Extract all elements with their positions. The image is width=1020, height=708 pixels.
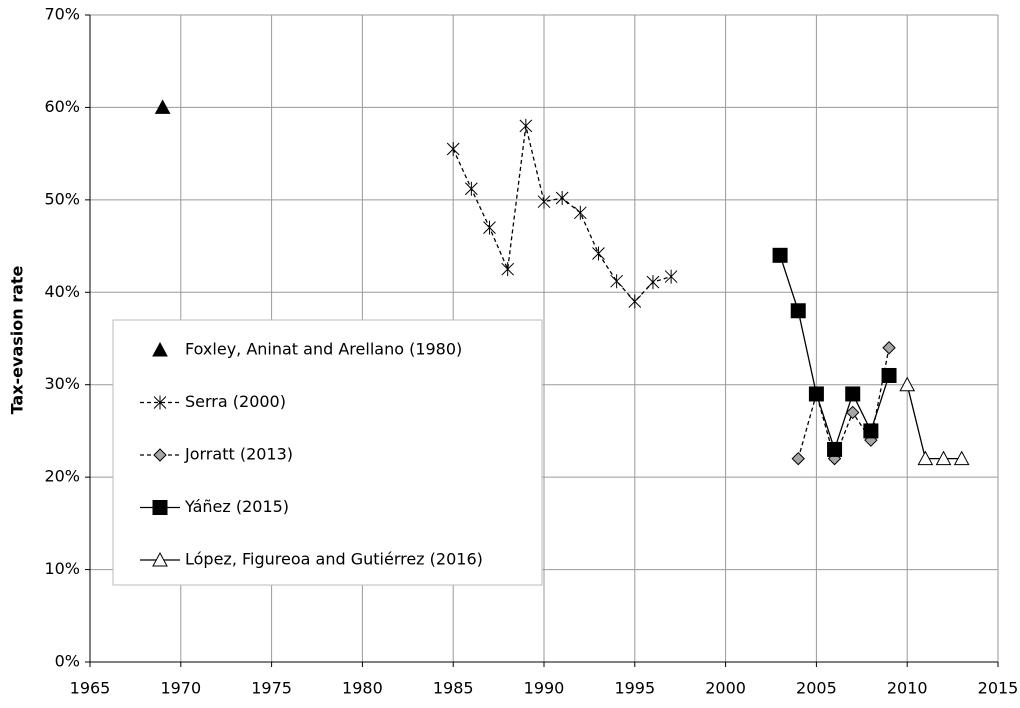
x-tick-label: 2010 [887,679,928,698]
y-axis-label: Tax-evasion rate [8,265,27,414]
legend-marker [152,341,168,357]
y-tick-label: 0% [55,652,80,671]
marker [772,247,788,263]
legend-label: López, Figureoa and Gutiérrez (2016) [185,550,483,569]
x-tick-label: 1970 [160,679,201,698]
marker [808,386,824,402]
marker [555,191,569,206]
legend-marker [153,448,167,462]
legend-marker [152,551,168,567]
legend-label: Serra (2000) [185,392,286,411]
marker [791,451,805,466]
legend-marker [153,395,167,410]
x-tick-label: 2005 [796,679,837,698]
marker [827,441,843,457]
marker [917,450,934,466]
x-tick-label: 2000 [705,679,746,698]
marker [628,294,642,309]
x-tick-label: 1985 [433,679,474,698]
x-tick-label: 1975 [251,679,292,698]
marker [790,303,806,319]
marker [899,376,916,392]
x-tick-label: 1995 [614,679,655,698]
marker [646,275,660,290]
legend-marker [152,500,168,515]
x-tick-label: 1990 [524,679,565,698]
marker [953,450,970,466]
marker [519,118,533,133]
marker [935,450,952,466]
y-tick-label: 60% [44,97,80,116]
marker [537,194,551,209]
series-line [906,384,962,460]
y-tick-label: 70% [44,5,80,24]
marker [863,423,879,439]
marker [465,181,478,196]
marker [483,220,496,235]
y-tick-label: 30% [44,374,80,393]
y-tick-label: 20% [44,467,80,486]
legend-box [112,319,543,586]
marker [501,262,515,277]
marker [846,405,860,420]
marker [592,246,605,261]
y-tick-label: 50% [44,189,80,208]
marker [573,205,587,220]
legend-label: Foxley, Aninat and Arellano (1980) [185,340,462,359]
marker [664,269,678,284]
series-line [779,255,890,452]
x-tick-label: 1980 [342,679,383,698]
marker [845,386,861,402]
marker [881,367,897,383]
legend-label: Jorratt (2013) [184,445,293,464]
marker [882,341,896,355]
x-tick-label: 2015 [978,679,1019,698]
y-tick-label: 40% [44,282,80,301]
marker [154,99,171,114]
series-line [452,125,672,303]
marker [610,274,623,289]
legend-label: Yáñez (2015) [184,497,289,516]
legend: Foxley, Aninat and Arellano (1980) Serra … [112,319,543,586]
marker [446,142,460,157]
y-tick-label: 10% [44,559,80,578]
x-tick-label: 1965 [70,679,111,698]
